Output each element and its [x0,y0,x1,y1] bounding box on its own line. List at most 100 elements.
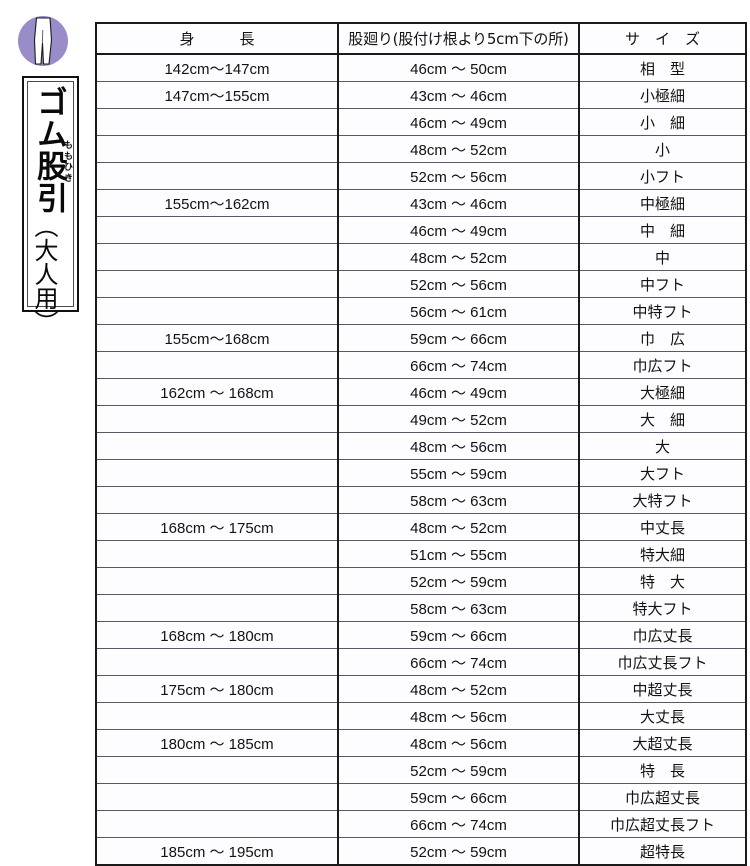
cell-height: 185cm 〜 195cm [95,837,339,866]
cell-thigh: 46cm 〜 49cm [337,216,580,244]
cell-height [95,648,339,676]
cell-size: 中特フト [578,297,747,325]
table-row: 58cm 〜 63cm 特大フト [95,594,747,622]
cell-height: 162cm 〜 168cm [95,378,339,406]
cell-size: 中超丈長 [578,675,747,703]
cell-size: 中 [578,243,747,271]
cell-thigh: 51cm 〜 55cm [337,540,580,568]
cell-size: 大極細 [578,378,747,406]
product-name-ruby: ももひき [62,140,72,184]
cell-thigh: 43cm 〜 46cm [337,81,580,109]
table-row: 59cm 〜 66cm 巾広超丈長 [95,783,747,811]
table-row: 155cm〜168cm 59cm 〜 66cm 巾 広 [95,324,747,352]
cell-height: 180cm 〜 185cm [95,729,339,757]
cell-size: 特大フト [578,594,747,622]
column-header-height: 身 長 [95,22,339,55]
cell-size: 特大細 [578,540,747,568]
product-name-main: ゴム股引 [31,86,67,214]
table-row: 180cm 〜 185cm 48cm 〜 56cm 大超丈長 [95,729,747,757]
cell-height: 168cm 〜 175cm [95,513,339,541]
table-row: 162cm 〜 168cm 46cm 〜 49cm 大極細 [95,378,747,406]
table-row: 56cm 〜 61cm 中特フト [95,297,747,325]
table-row: 142cm〜147cm 46cm 〜 50cm 相 型 [95,53,747,82]
cell-size: 大 [578,432,747,460]
cell-height: 142cm〜147cm [95,53,339,82]
table-row: 46cm 〜 49cm 小 細 [95,108,747,136]
table-row: 48cm 〜 52cm 小 [95,135,747,163]
column-header-thigh: 股廻り(股付け根より5cm下の所) [337,22,580,55]
table-row: 155cm〜162cm 43cm 〜 46cm 中極細 [95,189,747,217]
table-row: 175cm 〜 180cm 48cm 〜 52cm 中超丈長 [95,675,747,703]
size-chart-table: 身 長 股廻り(股付け根より5cm下の所) サ イ ズ 142cm〜147cm 4… [95,22,747,866]
cell-height [95,351,339,379]
cell-size: 超特長 [578,837,747,866]
table-row: 46cm 〜 49cm 中 細 [95,216,747,244]
cell-thigh: 52cm 〜 56cm [337,162,580,190]
table-row: 185cm 〜 195cm 52cm 〜 59cm 超特長 [95,837,747,866]
table-row: 168cm 〜 180cm 59cm 〜 66cm 巾広丈長 [95,621,747,649]
table-row: 52cm 〜 59cm 特 大 [95,567,747,595]
cell-height [95,702,339,730]
size-chart-container: 身 長 股廻り(股付け根より5cm下の所) サ イ ズ 142cm〜147cm 4… [95,22,747,866]
cell-size: 小 細 [578,108,747,136]
cell-size: 特 大 [578,567,747,595]
table-row: 58cm 〜 63cm 大特フト [95,486,747,514]
cell-size: 大丈長 [578,702,747,730]
cell-thigh: 52cm 〜 59cm [337,567,580,595]
cell-thigh: 59cm 〜 66cm [337,324,580,352]
table-row: 51cm 〜 55cm 特大細 [95,540,747,568]
cell-size: 大フト [578,459,747,487]
cell-thigh: 66cm 〜 74cm [337,351,580,379]
cell-height [95,162,339,190]
product-name-inner-border [27,81,74,307]
cell-thigh: 48cm 〜 52cm [337,243,580,271]
cell-height [95,405,339,433]
cell-thigh: 66cm 〜 74cm [337,810,580,838]
cell-height [95,432,339,460]
size-chart-body: 142cm〜147cm 46cm 〜 50cm 相 型 147cm〜155cm 43cm… [95,53,747,866]
cell-height [95,135,339,163]
cell-size: 中 細 [578,216,747,244]
cell-size: 小極細 [578,81,747,109]
table-row: 49cm 〜 52cm 大 細 [95,405,747,433]
cell-size: 大超丈長 [578,729,747,757]
table-row: 66cm 〜 74cm 巾広超丈長フト [95,810,747,838]
cell-height [95,459,339,487]
table-row: 66cm 〜 74cm 巾広フト [95,351,747,379]
cell-height [95,108,339,136]
cell-thigh: 52cm 〜 56cm [337,270,580,298]
cell-thigh: 66cm 〜 74cm [337,648,580,676]
column-header-size: サ イ ズ [578,22,747,55]
cell-size: 大特フト [578,486,747,514]
cell-size: 小フト [578,162,747,190]
cell-height: 155cm〜162cm [95,189,339,217]
cell-thigh: 48cm 〜 52cm [337,135,580,163]
cell-thigh: 55cm 〜 59cm [337,459,580,487]
cell-thigh: 49cm 〜 52cm [337,405,580,433]
product-name-sub: （大人用） [30,214,58,334]
cell-size: 巾広超丈長 [578,783,747,811]
cell-thigh: 48cm 〜 52cm [337,513,580,541]
table-row: 168cm 〜 175cm 48cm 〜 52cm 中丈長 [95,513,747,541]
table-row: 52cm 〜 56cm 小フト [95,162,747,190]
cell-thigh: 43cm 〜 46cm [337,189,580,217]
table-row: 48cm 〜 56cm 大丈長 [95,702,747,730]
cell-size: 相 型 [578,53,747,82]
table-row: 52cm 〜 56cm 中フト [95,270,747,298]
cell-height [95,270,339,298]
cell-thigh: 59cm 〜 66cm [337,783,580,811]
cell-height [95,756,339,784]
cell-thigh: 52cm 〜 59cm [337,756,580,784]
table-row: 48cm 〜 56cm 大 [95,432,747,460]
cell-thigh: 48cm 〜 56cm [337,432,580,460]
cell-size: 巾広丈長 [578,621,747,649]
cell-height [95,216,339,244]
trousers-circle-icon [12,10,74,72]
cell-thigh: 59cm 〜 66cm [337,621,580,649]
cell-size: 中フト [578,270,747,298]
cell-height: 168cm 〜 180cm [95,621,339,649]
cell-height [95,540,339,568]
cell-height [95,243,339,271]
cell-size: 巾広フト [578,351,747,379]
cell-thigh: 56cm 〜 61cm [337,297,580,325]
